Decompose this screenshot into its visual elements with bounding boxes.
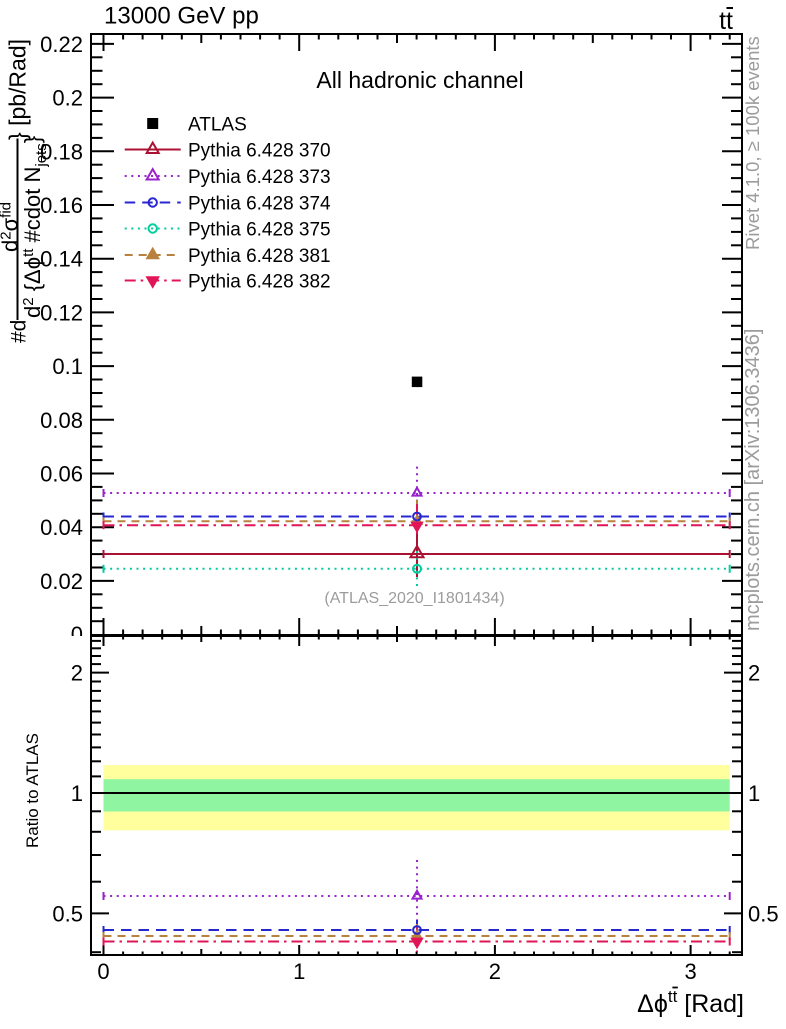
svg-text:Pythia 6.428 381: Pythia 6.428 381 xyxy=(188,246,331,267)
svg-text:0.12: 0.12 xyxy=(40,300,83,325)
svg-text:#d: #d xyxy=(8,320,31,343)
svg-text:ATLAS: ATLAS xyxy=(188,115,247,136)
svg-text:0.14: 0.14 xyxy=(40,247,83,272)
svg-text:2: 2 xyxy=(489,959,501,984)
svg-text:2: 2 xyxy=(71,661,83,686)
svg-text:0.02: 0.02 xyxy=(40,569,83,594)
svg-text:3: 3 xyxy=(684,959,696,984)
svg-text:0: 0 xyxy=(71,622,83,647)
svg-text:mcplots.cern.ch [arXiv:1306.34: mcplots.cern.ch [arXiv:1306.3436] xyxy=(742,329,764,631)
svg-text:0.04: 0.04 xyxy=(40,515,83,540)
svg-text:} [pb/Rad]: } [pb/Rad] xyxy=(5,39,31,140)
svg-text:0.5: 0.5 xyxy=(52,901,83,926)
svg-text:13000 GeV pp: 13000 GeV pp xyxy=(104,3,259,30)
svg-text:tt: tt xyxy=(719,7,733,35)
svg-text:Ratio to ATLAS: Ratio to ATLAS xyxy=(23,733,42,848)
svg-text:0.2: 0.2 xyxy=(52,86,83,111)
svg-text:Pythia 6.428 382: Pythia 6.428 382 xyxy=(188,272,331,293)
svg-text:(ATLAS_2020_I1801434): (ATLAS_2020_I1801434) xyxy=(324,590,504,607)
svg-text:Pythia 6.428 375: Pythia 6.428 375 xyxy=(188,220,331,241)
svg-text:1: 1 xyxy=(71,781,83,806)
svg-text:All hadronic channel: All hadronic channel xyxy=(316,67,523,93)
svg-text:Δϕtt [Rad]: Δϕtt [Rad] xyxy=(637,987,744,1018)
svg-text:Pythia 6.428 373: Pythia 6.428 373 xyxy=(188,167,331,188)
svg-text:0.18: 0.18 xyxy=(40,139,83,164)
svg-text:1: 1 xyxy=(748,781,760,806)
svg-text:0.08: 0.08 xyxy=(40,408,83,433)
svg-text:0.16: 0.16 xyxy=(40,193,83,218)
svg-text:0: 0 xyxy=(97,959,109,984)
svg-text:Pythia 6.428 370: Pythia 6.428 370 xyxy=(188,141,331,162)
svg-text:2: 2 xyxy=(748,661,760,686)
svg-text:1: 1 xyxy=(293,959,305,984)
svg-text:0.5: 0.5 xyxy=(748,901,779,926)
svg-text:Pythia 6.428 374: Pythia 6.428 374 xyxy=(188,194,331,215)
svg-text:0.1: 0.1 xyxy=(52,354,83,379)
svg-text:0.22: 0.22 xyxy=(40,32,83,57)
svg-text:0.06: 0.06 xyxy=(40,462,83,487)
svg-text:Rivet 4.1.0, ≥ 100k events: Rivet 4.1.0, ≥ 100k events xyxy=(742,36,763,250)
